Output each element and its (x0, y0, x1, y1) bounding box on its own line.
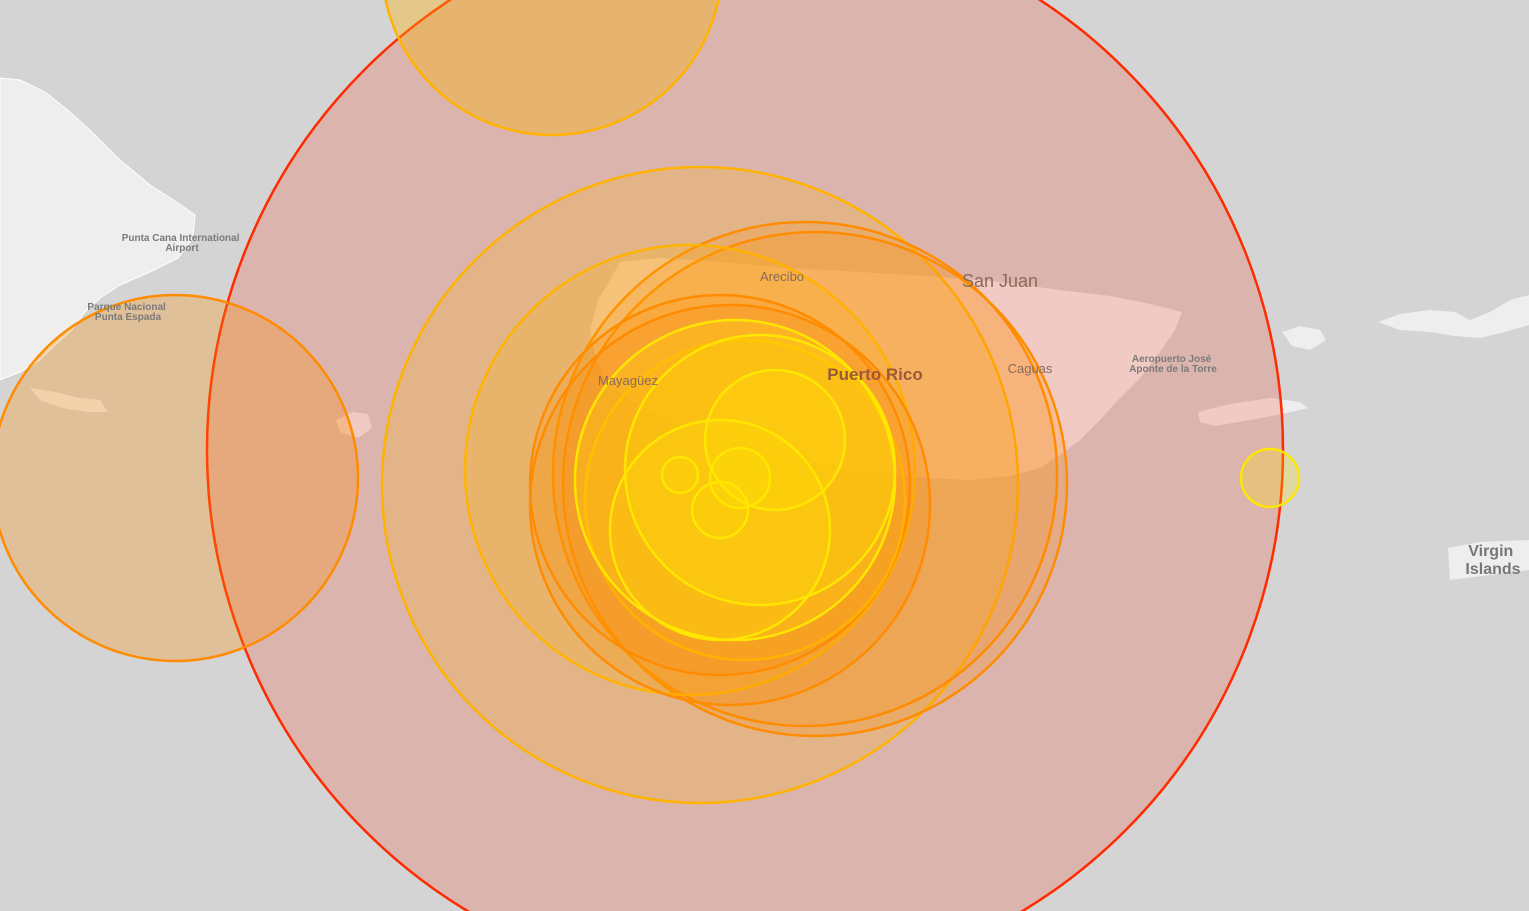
saona-island (30, 388, 108, 412)
label-parque-nacional: Parque Nacional Punta Espada (87, 302, 168, 323)
culebra-island (1282, 326, 1326, 350)
label-virgin-islands: Virgin Islands (1465, 543, 1520, 578)
virgin-islands-north (1378, 295, 1529, 338)
earthquake-circle-15[interactable] (660, 455, 700, 495)
earthquake-circle-3[interactable] (0, 293, 360, 663)
earthquake-circle-18[interactable] (1239, 447, 1301, 509)
earthquake-circle-13[interactable] (608, 418, 832, 642)
label-aeropuerto: Aeropuerto José Aponte de la Torre (1129, 354, 1217, 375)
earthquake-circle-2[interactable] (382, 0, 722, 137)
st-croix-island (1448, 540, 1529, 580)
label-mayaguez: Mayagüez (598, 373, 658, 388)
hispaniola-landmass (0, 77, 196, 381)
label-caguas: Caguas (1008, 361, 1053, 376)
earthquake-circle-16[interactable] (708, 446, 772, 510)
label-punta-cana: Punta Cana International Airport (122, 233, 243, 254)
earthquake-circle-5[interactable] (561, 230, 1069, 738)
earthquake-circles (0, 0, 1301, 911)
label-arecibo: Arecibo (760, 269, 804, 284)
earthquake-circle-4[interactable] (380, 165, 1020, 805)
earthquake-circle-17[interactable] (690, 480, 750, 540)
puerto-rico-landmass (590, 258, 1182, 480)
label-san-juan: San Juan (962, 271, 1038, 291)
earthquake-circle-6[interactable] (551, 220, 1059, 728)
mona-island (336, 412, 372, 438)
label-puerto-rico: Puerto Rico (827, 365, 922, 384)
earthquake-circle-12[interactable] (623, 333, 897, 607)
earthquake-circle-14[interactable] (703, 368, 847, 512)
earthquake-circle-1[interactable] (205, 0, 1285, 911)
map-labels: Punta Cana International Airport Parque … (87, 233, 1520, 578)
